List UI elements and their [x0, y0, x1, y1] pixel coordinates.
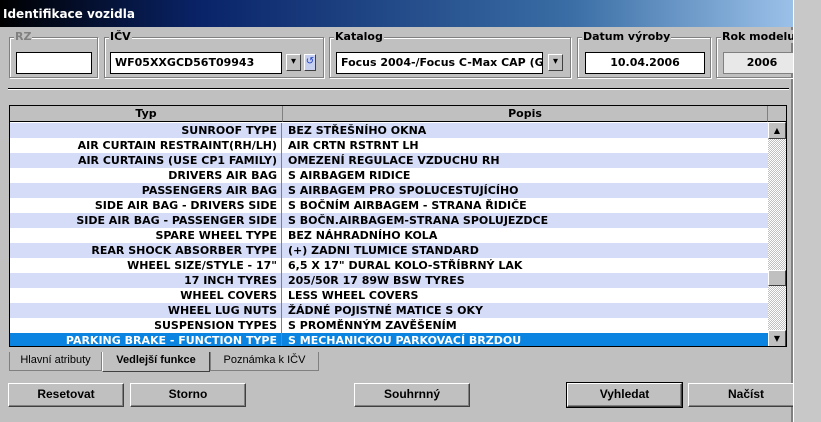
icv-input[interactable]: WF05XXGCD56T09943 — [110, 52, 282, 74]
cell-popis: S BOČNÍM AIRBAGEM - STRANA ŘIDIČE — [288, 199, 527, 212]
cell-typ: AIR CURTAIN RESTRAINT(RH/LH) — [10, 138, 282, 153]
storno-button[interactable]: Storno — [130, 383, 246, 407]
cell-popis: AIR CRTN RSTRNT LH — [288, 139, 419, 152]
cell-popis: 6,5 X 17" DURAL KOLO-STŘÍBRNÝ LAK — [288, 259, 523, 272]
cell-popis: BEZ NÁHRADNÍHO KOLA — [288, 229, 438, 242]
scroll-down-icon[interactable]: ▼ — [768, 330, 786, 346]
cell-popis: S BOČN.AIRBAGEM-STRANA SPOLUJEZDCE — [288, 214, 549, 227]
table-row[interactable]: SIDE AIR BAG - PASSENGER SIDE S BOČN.AIRB… — [10, 213, 768, 228]
column-header-popis[interactable]: Popis — [283, 106, 768, 122]
cell-typ: WHEEL COVERS — [10, 288, 282, 303]
divider — [8, 88, 789, 90]
icv-label: IČV — [109, 30, 132, 43]
tab-hlavni-atributy[interactable]: Hlavní atributy — [9, 352, 102, 371]
katalog-group: Katalog Focus 2004-/Focus C-Max CAP (GC … — [329, 30, 571, 78]
vyhledat-button[interactable]: Vyhledat — [566, 382, 683, 408]
rz-label: RZ — [14, 30, 33, 43]
datum-label: Datum výroby — [582, 30, 672, 43]
scroll-up-icon[interactable]: ▲ — [768, 122, 786, 139]
rz-group: RZ — [9, 30, 98, 78]
vertical-scrollbar[interactable]: ▲ ▼ — [768, 122, 786, 346]
katalog-select[interactable]: Focus 2004-/Focus C-Max CAP (GC — [336, 52, 543, 74]
table-row[interactable]: WHEEL SIZE/STYLE - 17" 6,5 X 17" DURAL KO… — [10, 258, 768, 273]
table-row[interactable]: PASSENGERS AIR BAG S AIRBAGEM PRO SPOLUCE… — [10, 183, 768, 198]
cell-typ: SUNROOF TYPE — [10, 123, 282, 138]
rok-label: Rok modelu — [721, 30, 797, 43]
cell-typ: AIR CURTAINS (USE CP1 FAMILY) — [10, 153, 282, 168]
background-area — [793, 0, 821, 422]
cell-typ: 17 INCH TYRES — [10, 273, 282, 288]
cell-popis: S MECHANICKOU PARKOVACÍ BRZDOU — [288, 334, 522, 347]
rok-field: 2006 — [723, 52, 801, 74]
table-row[interactable]: SUSPENSION TYPES S PROMĚNNÝM ZAVĚŠENÍM — [10, 318, 768, 333]
table-row[interactable]: SIDE AIR BAG - DRIVERS SIDE S BOČNÍM AIRB… — [10, 198, 768, 213]
souhrnny-button[interactable]: Souhrnný — [354, 383, 470, 407]
table-row[interactable]: 17 INCH TYRES 205/50R 17 89W BSW TYRES — [10, 273, 768, 288]
refresh-icon[interactable]: ↺ — [304, 54, 316, 71]
icv-group: IČV WF05XXGCD56T09943 ▾ ↺ — [104, 30, 324, 78]
katalog-label: Katalog — [334, 30, 384, 43]
cell-typ: REAR SHOCK ABSORBER TYPE — [10, 243, 282, 258]
cell-typ: SIDE AIR BAG - DRIVERS SIDE — [10, 198, 282, 213]
column-header-typ[interactable]: Typ — [10, 106, 283, 122]
table-row[interactable]: WHEEL COVERS LESS WHEEL COVERS — [10, 288, 768, 303]
table-row[interactable]: REAR SHOCK ABSORBER TYPE (+) ZADNI TLUMIC… — [10, 243, 768, 258]
nacist-button[interactable]: Načíst — [688, 383, 804, 407]
tab-poznamka-icv[interactable]: Poznámka k IČV — [210, 352, 319, 371]
datum-input[interactable]: 10.04.2006 — [585, 52, 705, 74]
rz-input[interactable] — [16, 52, 92, 74]
cell-popis: 205/50R 17 89W BSW TYRES — [288, 274, 465, 287]
cell-typ: WHEEL LUG NUTS — [10, 303, 282, 318]
katalog-dropdown-icon[interactable]: ▾ — [548, 54, 563, 71]
cell-typ: PARKING BRAKE - FUNCTION TYPE — [10, 333, 282, 346]
header-corner — [768, 106, 786, 122]
table-row[interactable]: AIR CURTAINS (USE CP1 FAMILY) OMEZENÍ REG… — [10, 153, 768, 168]
attributes-table: Typ Popis SUNROOF TYPE BEZ STŘEŠNÍHO OKNA… — [9, 105, 787, 347]
scroll-thumb[interactable] — [768, 270, 786, 287]
cell-typ: SPARE WHEEL TYPE — [10, 228, 282, 243]
cell-popis: S AIRBAGEM RIDICE — [288, 169, 411, 182]
table-row[interactable]: PARKING BRAKE - FUNCTION TYPE S MECHANICK… — [10, 333, 768, 347]
cell-typ: SIDE AIR BAG - PASSENGER SIDE — [10, 213, 282, 228]
icv-dropdown-icon[interactable]: ▾ — [286, 54, 301, 71]
table-row[interactable]: DRIVERS AIR BAG S AIRBAGEM RIDICE — [10, 168, 768, 183]
cell-popis: (+) ZADNI TLUMICE STANDARD — [288, 244, 479, 257]
cell-popis: S AIRBAGEM PRO SPOLUCESTUJÍCÍHO — [288, 184, 519, 197]
cell-popis: LESS WHEEL COVERS — [288, 289, 419, 302]
table-row[interactable]: SPARE WHEEL TYPE BEZ NÁHRADNÍHO KOLA — [10, 228, 768, 243]
cell-typ: WHEEL SIZE/STYLE - 17" — [10, 258, 282, 273]
table-row[interactable]: WHEEL LUG NUTS ŽÁDNÉ POJISTNÉ MATICE S OK… — [10, 303, 768, 318]
reset-button[interactable]: Resetovat — [8, 383, 124, 407]
title-bar: Identifikace vozidla ✕ — [0, 0, 817, 27]
table-row[interactable]: SUNROOF TYPE BEZ STŘEŠNÍHO OKNA — [10, 123, 768, 138]
datum-group: Datum výroby 10.04.2006 — [577, 30, 711, 78]
cell-popis: OMEZENÍ REGULACE VZDUCHU RH — [288, 154, 500, 167]
table-row[interactable]: AIR CURTAIN RESTRAINT(RH/LH) AIR CRTN RST… — [10, 138, 768, 153]
cell-typ: PASSENGERS AIR BAG — [10, 183, 282, 198]
cell-typ: SUSPENSION TYPES — [10, 318, 282, 333]
cell-popis: BEZ STŘEŠNÍHO OKNA — [288, 124, 427, 137]
cell-typ: DRIVERS AIR BAG — [10, 168, 282, 183]
window-title: Identifikace vozidla — [3, 7, 135, 21]
cell-popis: S PROMĚNNÝM ZAVĚŠENÍM — [288, 319, 457, 332]
tab-vedlejsi-funkce[interactable]: Vedlejší funkce — [102, 352, 210, 372]
cell-popis: ŽÁDNÉ POJISTNÉ MATICE S OKY — [288, 304, 483, 317]
